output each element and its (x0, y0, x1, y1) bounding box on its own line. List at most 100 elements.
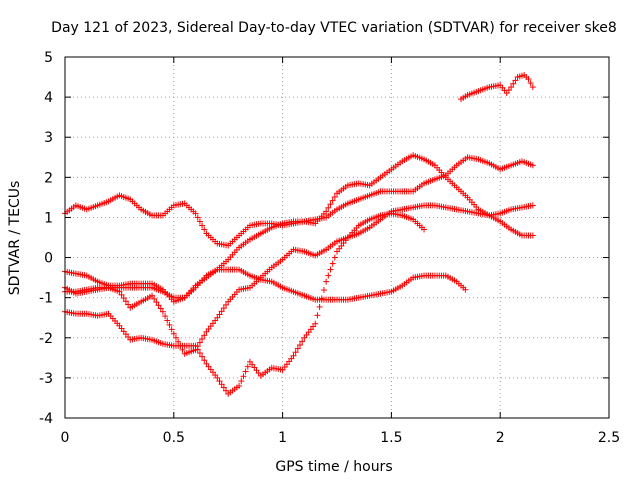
x-tick-label: 1 (278, 430, 287, 446)
y-tick-label: -1 (39, 291, 53, 307)
data-point (196, 218, 203, 225)
data-point (194, 214, 201, 221)
data-points (62, 72, 536, 397)
data-point (529, 232, 536, 239)
data-point (164, 317, 171, 324)
data-point (214, 374, 221, 381)
y-axis-ticks: -4 -3 -2 -1 0 1 2 3 4 5 (39, 50, 609, 427)
data-point (122, 298, 129, 305)
data-point (527, 80, 534, 87)
x-axis-ticks: 0 0.5 1 1.5 2 2.5 (61, 57, 620, 446)
data-point (242, 368, 249, 375)
data-point (323, 278, 330, 285)
data-point (508, 84, 515, 91)
x-axis-label: GPS time / hours (275, 459, 392, 475)
data-point (201, 226, 208, 233)
data-point (529, 84, 536, 91)
data-point (294, 345, 301, 352)
x-tick-label: 2 (496, 430, 505, 446)
chart-title: Day 121 of 2023, Sidereal Day-to-day VTE… (51, 20, 617, 36)
data-point (216, 378, 223, 385)
data-point (151, 295, 158, 302)
data-point (323, 208, 330, 215)
data-point (196, 339, 203, 346)
data-point (325, 272, 332, 279)
data-point (155, 302, 162, 309)
data-point (223, 387, 230, 394)
data-point (199, 222, 206, 229)
data-point (157, 305, 164, 312)
data-point (149, 292, 156, 299)
y-tick-label: 4 (44, 90, 53, 106)
data-point (238, 378, 245, 385)
data-point (244, 363, 251, 370)
data-point (194, 346, 201, 353)
data-point (331, 254, 338, 261)
x-tick-label: 0.5 (163, 430, 185, 446)
data-point (325, 204, 332, 211)
x-tick-label: 0 (61, 430, 70, 446)
data-point (201, 357, 208, 364)
data-point (223, 301, 230, 308)
plot-frame (64, 56, 610, 419)
data-point (327, 266, 334, 273)
data-point (290, 352, 297, 359)
x-tick-label: 2.5 (598, 430, 620, 446)
grid-lines (65, 57, 609, 418)
data-point (220, 384, 227, 391)
y-tick-label: 1 (44, 210, 53, 226)
data-point (297, 341, 304, 348)
data-point (192, 210, 199, 217)
y-tick-label: 0 (44, 251, 53, 267)
data-point (216, 311, 223, 318)
data-point (462, 286, 469, 293)
y-axis-label: SDTVAR / TECUs (7, 181, 23, 296)
y-tick-label: -2 (39, 331, 53, 347)
data-point (192, 342, 199, 349)
data-point (505, 87, 512, 94)
data-point (170, 330, 177, 337)
data-point (166, 321, 173, 328)
data-point (153, 299, 160, 306)
data-point (214, 314, 221, 321)
data-point (512, 77, 519, 84)
data-point (327, 201, 334, 208)
y-tick-label: 3 (44, 130, 53, 146)
data-point (162, 313, 169, 320)
data-point (220, 305, 227, 312)
data-point (201, 332, 208, 339)
data-point (199, 335, 206, 342)
data-point (218, 381, 225, 388)
data-point (218, 308, 225, 315)
data-point (299, 338, 306, 345)
data-point (503, 90, 510, 97)
data-point (312, 320, 319, 327)
data-point (529, 162, 536, 169)
data-point (421, 226, 428, 233)
data-point (525, 76, 532, 83)
data-point (329, 197, 336, 204)
data-point (125, 301, 132, 308)
y-tick-label: -3 (39, 371, 53, 387)
data-point (316, 303, 323, 310)
data-point (329, 260, 336, 267)
data-point (236, 382, 243, 389)
y-tick-label: 5 (44, 50, 53, 66)
data-point (331, 193, 338, 200)
data-point (510, 80, 517, 87)
x-tick-label: 1.5 (380, 430, 402, 446)
y-tick-label: -4 (39, 411, 53, 427)
data-point (172, 334, 179, 341)
data-point (314, 312, 321, 319)
data-point (168, 326, 175, 333)
data-point (199, 353, 206, 360)
data-point (120, 295, 127, 302)
data-point (118, 291, 125, 298)
data-point (240, 373, 247, 380)
data-point (159, 308, 166, 315)
data-point (196, 350, 203, 357)
data-point (292, 349, 299, 356)
data-point (529, 202, 536, 209)
y-tick-label: 2 (44, 170, 53, 186)
